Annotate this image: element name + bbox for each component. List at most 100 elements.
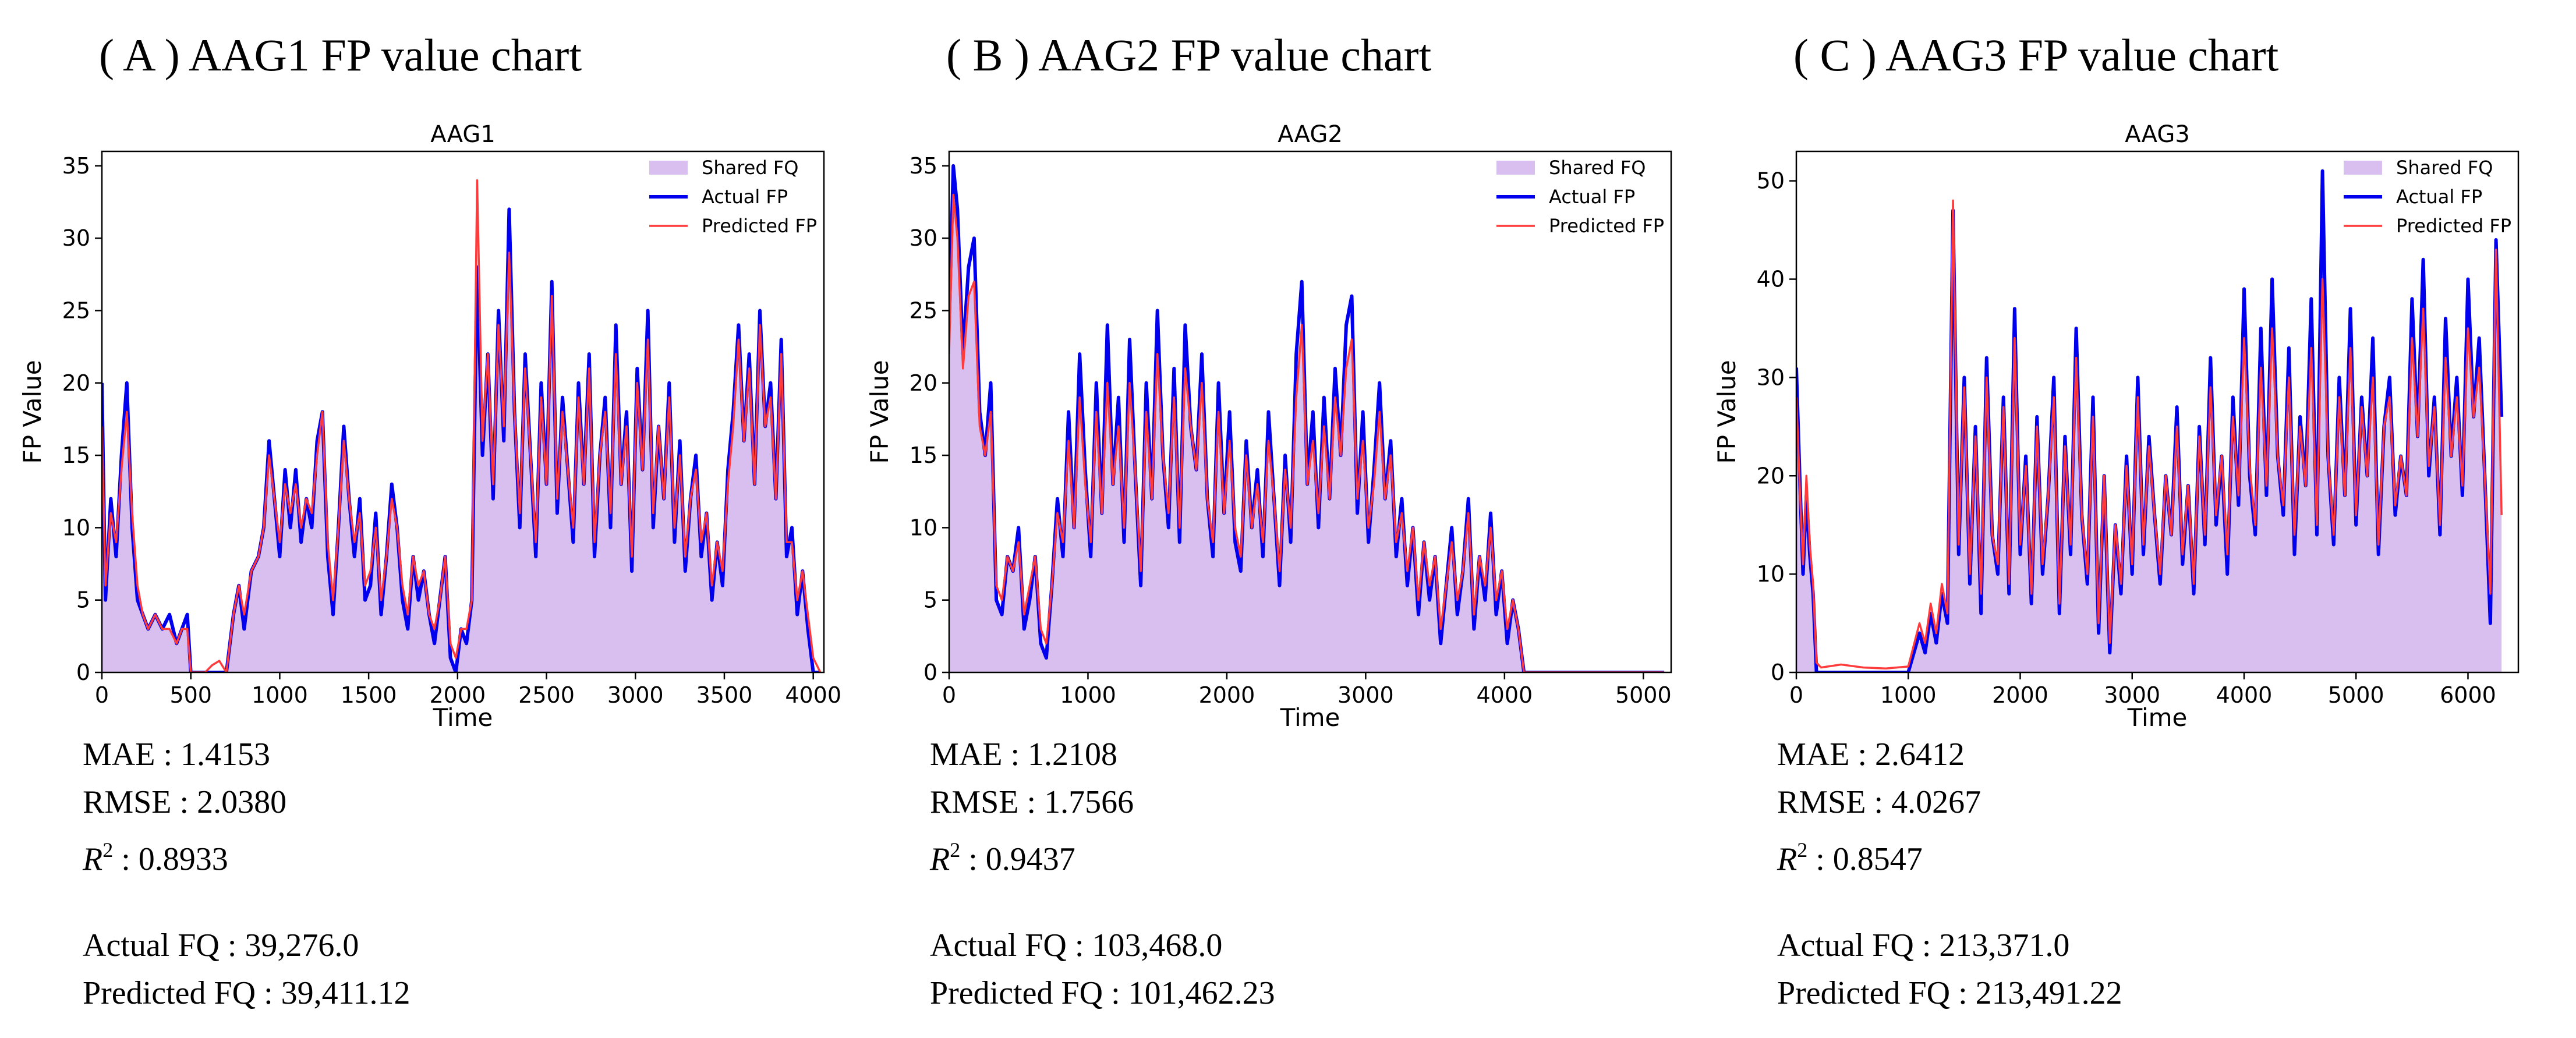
y-tick-label: 25 [62,297,90,323]
x-tick-label: 3000 [1337,682,1394,708]
x-tick-label: 4000 [1476,682,1533,708]
x-tick-label: 1000 [1060,682,1116,708]
rmse-label: RMSE [83,784,172,820]
spacer [83,874,411,922]
legend: Shared FQ Actual FP Predicted FP [2344,157,2511,237]
r2-value: 0.9437 [985,841,1075,877]
x-tick-label: 2000 [1992,682,2048,708]
chart-title: AAG1 [430,121,496,148]
r2-line: R2 : 0.9437 [930,838,1075,877]
x-tick-label: 5000 [1615,682,1672,708]
metrics-block: MAE : 1.4153 RMSE : 2.0380 R2 : 0.8933 A… [83,731,411,1017]
y-tick-label: 30 [62,225,90,251]
x-tick-label: 0 [1789,682,1803,708]
plot-layer [102,179,822,672]
r2-value: 0.8933 [138,841,228,877]
actual-fq-value: 39,276.0 [245,927,359,963]
x-axis-label: Time [433,703,493,732]
y-tick-label: 30 [1757,364,1785,390]
legend-label: Shared FQ [1549,157,1646,179]
actual-fq-label: Actual FQ [1777,927,1914,963]
spacer [1777,874,2122,922]
mae-line: MAE : 1.4153 [83,736,271,773]
metrics-block: MAE : 2.6412 RMSE : 4.0267 R2 : 0.8547 A… [1777,731,2122,1017]
panel-heading: ( B ) AAG2 FP value chart [946,30,1432,80]
legend-label: Predicted FP [702,215,817,237]
predicted-fq-line: Predicted FQ : 101,462.23 [930,975,1275,1011]
legend-item-actual-fp: Actual FP [649,186,788,208]
y-tick-label: 15 [910,442,937,468]
predicted-fq-label: Predicted FQ [83,975,256,1011]
chart-title: AAG3 [2125,121,2190,148]
x-tick-label: 3000 [607,682,664,708]
legend-label: Shared FQ [2396,157,2493,179]
rmse-label: RMSE [1777,784,1866,820]
legend-swatch [649,161,688,175]
rmse-value: 1.7566 [1044,784,1134,820]
mae-label: MAE [1777,736,1850,773]
actual-fq-label: Actual FQ [83,927,220,963]
panel-heading: ( C ) AAG3 FP value chart [1793,30,2279,80]
actual-fq-value: 213,371.0 [1939,927,2070,963]
legend-item-shared-fq: Shared FQ [649,157,798,179]
y-tick-label: 40 [1757,267,1785,292]
y-tick-label: 10 [62,515,90,540]
y-tick-label: 25 [910,297,937,323]
y-axis-label: FP Value [1712,360,1741,463]
mae-label: MAE [83,736,155,773]
legend-item-actual-fp: Actual FP [1496,186,1635,208]
x-axis-label: Time [1280,703,1340,732]
legend-label: Predicted FP [2396,215,2511,237]
actual-fq-line: Actual FQ : 103,468.0 [930,927,1223,963]
mae-value: 1.2108 [1028,736,1118,773]
actual-fq-line: Actual FQ : 213,371.0 [1777,927,2070,963]
rmse-line: RMSE : 1.7566 [930,784,1134,820]
predicted-fq-value: 39,411.12 [281,975,411,1011]
y-tick-label: 50 [1757,168,1785,194]
rmse-value: 2.0380 [197,784,287,820]
legend-item-predicted-fp: Predicted FP [649,215,817,237]
x-tick-label: 0 [95,682,109,708]
r2-base: R [83,841,103,877]
rmse-label: RMSE [930,784,1019,820]
x-tick-label: 2500 [518,682,575,708]
x-tick-label: 2000 [429,682,486,708]
actual-fq-line: Actual FQ : 39,276.0 [83,927,359,963]
r2-value: 0.8547 [1832,841,1923,877]
r2-superscript: 2 [102,838,114,862]
legend: Shared FQ Actual FP Predicted FP [649,157,817,237]
predicted-fp-line [949,193,1665,672]
axes-frame [1795,150,2520,674]
x-tick-label: 1000 [1880,682,1937,708]
x-tick-label: 4000 [785,682,841,708]
y-tick-label: 20 [910,370,937,396]
legend-label: Predicted FP [1549,215,1664,237]
x-axis-label: Time [2127,703,2188,732]
y-tick-label: 0 [1771,660,1785,685]
y-axis-label: FP Value [865,360,894,463]
panel-heading: ( A ) AAG1 FP value chart [99,30,582,80]
r2-base: R [1777,841,1797,877]
r2-label: R2 [83,838,114,877]
predicted-fq-value: 213,491.22 [1975,975,2122,1011]
legend-label: Actual FP [1549,186,1635,208]
x-tick-label: 0 [942,682,956,708]
plot-layer [949,164,1665,672]
shared-fq-area [1796,210,2502,672]
metrics-block: MAE : 1.2108 RMSE : 1.7566 R2 : 0.9437 A… [930,731,1275,1017]
y-tick-label: 20 [62,370,90,396]
y-tick-label: 30 [910,225,937,251]
legend-item-shared-fq: Shared FQ [1496,157,1646,179]
predicted-fq-line: Predicted FQ : 213,491.22 [1777,975,2122,1011]
panel-c: ( C ) AAG3 FP value chart 0 1000 2000 3000 4… [1712,0,2576,1038]
r2-line: R2 : 0.8547 [1777,838,1923,877]
axes-frame [948,150,1672,674]
panel-a: ( A ) AAG1 FP value chart 0 500 1000 1500 20… [18,0,920,1038]
rmse-line: RMSE : 4.0267 [1777,784,1981,820]
legend-item-shared-fq: Shared FQ [2344,157,2493,179]
r2-label: R2 [1777,838,1807,877]
y-tick-label: 35 [62,153,90,179]
predicted-fq-line: Predicted FQ : 39,411.12 [83,975,411,1011]
predicted-fp-line [102,179,822,672]
legend-label: Actual FP [2396,186,2482,208]
